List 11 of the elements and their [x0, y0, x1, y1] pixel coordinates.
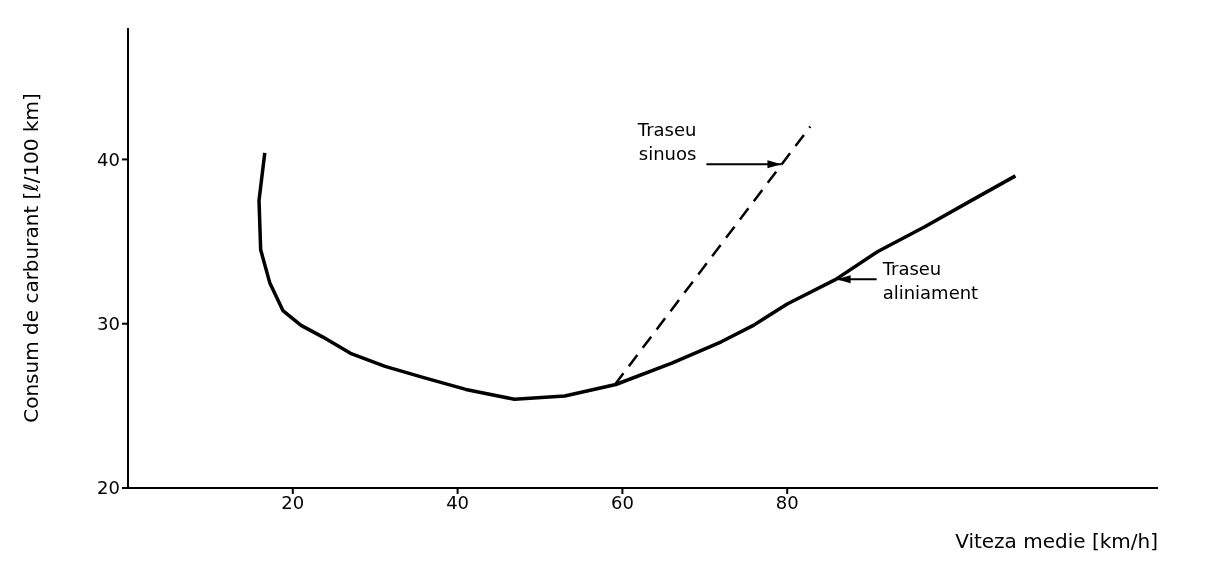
y-axis-title: Consum de carburant [ℓ/100 km]	[19, 93, 43, 423]
x-tick-label: 60	[610, 491, 634, 513]
x-tick-label: 40	[446, 491, 470, 513]
y-tick-label: 40	[97, 148, 120, 170]
x-tick-label: 80	[775, 491, 799, 513]
x-axis-title: Viteza medie [km/h]	[955, 529, 1158, 553]
x-tick-label: 20	[281, 491, 305, 513]
annotation: Traseu sinuos	[636, 119, 697, 165]
y-tick-label: 20	[97, 477, 120, 499]
y-tick-label: 30	[97, 313, 120, 335]
annotation: Traseu aliniament	[881, 258, 979, 304]
